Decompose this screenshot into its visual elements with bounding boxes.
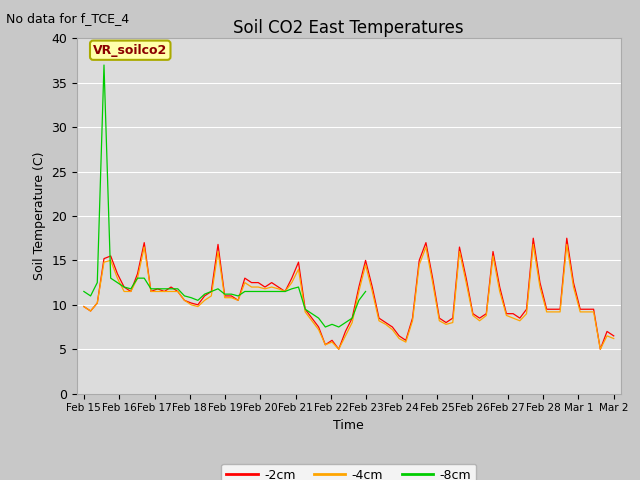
-4cm xyxy=(402,339,410,345)
-4cm xyxy=(610,336,618,341)
-2cm xyxy=(80,304,88,310)
-2cm xyxy=(335,347,342,352)
-2cm xyxy=(315,324,323,330)
Text: No data for f_TCE_4: No data for f_TCE_4 xyxy=(6,12,129,25)
Legend: -2cm, -4cm, -8cm: -2cm, -4cm, -8cm xyxy=(221,464,476,480)
-8cm xyxy=(80,288,88,294)
-2cm xyxy=(449,315,456,321)
-4cm xyxy=(335,347,342,352)
-2cm xyxy=(409,315,417,321)
-4cm xyxy=(429,280,436,286)
-4cm xyxy=(80,304,88,310)
-2cm xyxy=(529,235,537,241)
-2cm xyxy=(563,235,571,241)
-4cm xyxy=(315,327,323,333)
Line: -2cm: -2cm xyxy=(84,238,614,349)
Text: VR_soilco2: VR_soilco2 xyxy=(93,44,168,57)
Y-axis label: Soil Temperature (C): Soil Temperature (C) xyxy=(33,152,45,280)
X-axis label: Time: Time xyxy=(333,419,364,432)
-2cm xyxy=(610,333,618,339)
-2cm xyxy=(429,275,436,281)
-4cm xyxy=(529,241,537,247)
-4cm xyxy=(409,318,417,324)
Line: -4cm: -4cm xyxy=(84,244,614,349)
-4cm xyxy=(449,320,456,325)
Title: Soil CO2 East Temperatures: Soil CO2 East Temperatures xyxy=(234,19,464,37)
-8cm xyxy=(315,315,323,321)
-2cm xyxy=(402,337,410,343)
Line: -8cm: -8cm xyxy=(84,65,365,327)
-4cm xyxy=(563,241,571,247)
